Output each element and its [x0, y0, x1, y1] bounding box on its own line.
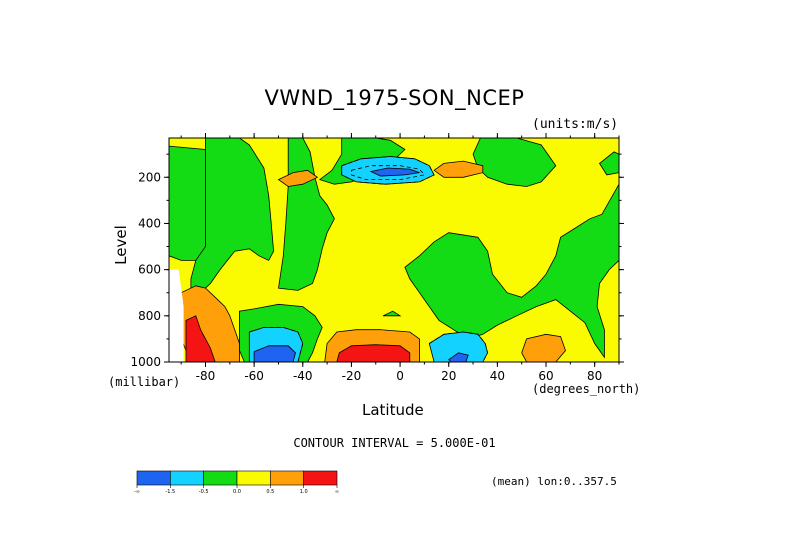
contour-region	[336, 344, 411, 362]
y-tick-label: 600	[138, 263, 161, 277]
contour-region	[382, 310, 402, 317]
colorbar-label: -0.5	[199, 489, 209, 495]
colorbar-label: -∞	[134, 489, 140, 495]
plot-area	[169, 138, 619, 362]
y-tick-label: 800	[138, 309, 161, 323]
contour-region	[404, 183, 619, 359]
dashed-contour-line	[429, 331, 489, 362]
contour-region	[169, 145, 206, 261]
dashed-contour-line	[350, 165, 426, 181]
contour-interval-label: CONTOUR INTERVAL = 5.000E-01	[293, 436, 496, 450]
y-tick-label: 1000	[130, 355, 161, 369]
x-tick-label: 80	[587, 369, 602, 383]
dashed-contour-line	[249, 326, 304, 362]
contour-region	[253, 345, 296, 362]
axes: -80 -60 -40 -20 0 20 40 60 80 200 400 600 800 1000	[130, 133, 624, 383]
colorbar-swatch	[236, 470, 271, 486]
colorbar-swatch	[136, 470, 171, 486]
contour-region	[472, 138, 557, 187]
colorbar-swatch	[303, 470, 338, 486]
y-axis-units-label: (millibar)	[108, 375, 181, 389]
colorbar-label: 1.0	[300, 489, 308, 495]
x-axis-label: Latitude	[362, 401, 424, 419]
contour-region	[521, 333, 566, 362]
x-tick-label: -40	[293, 369, 313, 383]
units-label: (units:m/s)	[532, 117, 619, 132]
colorbar-swatch	[270, 470, 304, 486]
x-axis-units-label: (degrees_north)	[532, 382, 641, 396]
colorbar-label: 0.5	[266, 489, 274, 495]
contour-region	[433, 160, 484, 178]
plot-frame	[168, 137, 620, 363]
x-tick-label: 20	[441, 369, 456, 383]
x-tick-label: -20	[342, 369, 362, 383]
colorbar-swatch	[203, 470, 238, 486]
colorbar-label: 0.0	[233, 489, 241, 495]
contour-region	[277, 169, 319, 187]
contour-region	[185, 315, 216, 362]
missing-data-region	[169, 269, 184, 362]
colorbar: -∞ -1.5 -0.5 0.0 0.5 1.0 ∞	[134, 470, 339, 495]
colorbar-swatch	[170, 470, 204, 486]
x-tick-label: 60	[538, 369, 553, 383]
dashed-contour-line	[341, 156, 435, 185]
x-tick-label: 0	[396, 369, 404, 383]
y-tick-label: 200	[138, 170, 161, 184]
x-tick-label: -60	[244, 369, 264, 383]
x-tick-label: -80	[196, 369, 216, 383]
x-tick-label: 40	[490, 369, 505, 383]
contour-region	[598, 151, 619, 176]
colorbar-label: ∞	[335, 489, 339, 495]
contour-region	[190, 138, 275, 308]
longitude-mean-annotation: (mean) lon:0..357.5	[491, 475, 617, 488]
y-tick-label: 400	[138, 216, 161, 230]
contour-region	[369, 167, 420, 177]
chart-title: VWND_1975-SON_NCEP	[264, 86, 525, 110]
colorbar-label: -1.5	[165, 489, 175, 495]
